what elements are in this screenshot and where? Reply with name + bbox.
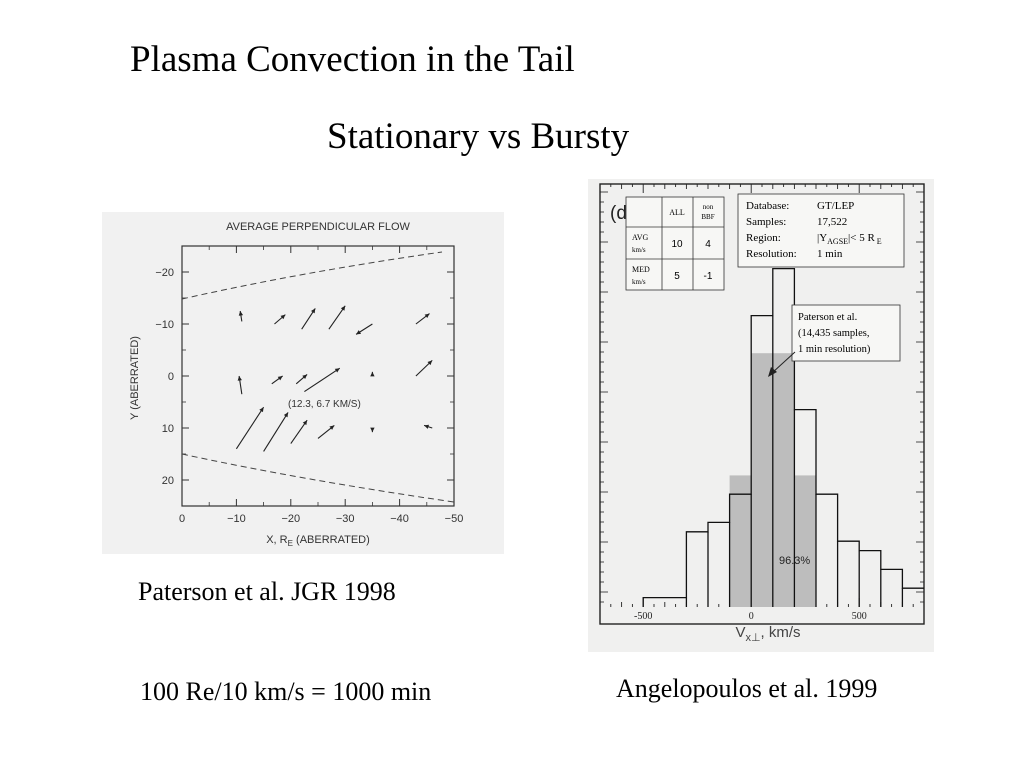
info-box-frame [737,193,905,268]
flow-y-tick-label: 10 [162,423,174,435]
callout-arrow-line [771,351,796,374]
flow-chart-svg: AVERAGE PERPENDICULAR FLOW 0 −10 −20 −30 −40… [129,221,463,548]
paterson-bar [751,353,773,607]
flow-arrow [304,367,341,393]
callout-frame [791,304,901,362]
flow-x-tick-label: −10 [227,513,246,525]
flow-y-tick-label: −20 [155,267,174,279]
info-key-database: Database: [746,200,789,212]
flow-arrow-head [334,368,340,373]
flow-x-tick-label: −50 [445,513,464,525]
info-key-region: Region: [746,232,781,244]
callout-line-3: 1 min resolution) [798,344,871,355]
histogram-svg: (d) ALL non BBF AVG km/s 10 4 MED km/s 5… [599,183,925,644]
flow-arrow-head [329,425,335,430]
flow-y-tick-label: −10 [155,319,174,331]
flow-arrow-head [259,407,264,413]
stat-med-nonbbf: -1 [704,271,713,282]
flow-x-tick-label: −20 [281,513,300,525]
stat-row-med: MED [632,265,650,274]
flow-arrow [290,419,308,444]
flow-arrow-head [277,376,283,381]
slide-subtitle: Stationary vs Bursty [327,116,630,157]
flow-arrow [328,305,346,330]
flow-ylabel: Y (ABERRATED) [129,336,141,420]
info-key-samples: Samples: [746,216,786,228]
stat-med-all: 5 [674,271,680,282]
flow-arrow-head [238,311,244,316]
flow-y-tick-label: 0 [168,371,174,383]
caption-right: Angelopoulos et al. 1999 [616,674,878,703]
stat-col-nonbbf: non [703,203,714,211]
callout-arrow-head [768,367,777,377]
flow-tick-labels: 0 −10 −20 −30 −40 −50 −20 −10 0 10 20 [155,267,463,525]
flow-arrow-head [302,420,308,426]
flow-arrow-head [424,313,430,319]
hist-x-tick-label: -500 [634,611,652,622]
flow-arrows [235,305,433,452]
average-perpendicular-flow-figure: AVERAGE PERPENDICULAR FLOW 0 −10 −20 −30 −40… [102,212,504,554]
flow-arrow-head [370,371,375,377]
histogram-xlabel: Vx⊥, km/s [735,624,800,644]
percent-label: 96.3% [779,555,810,567]
paterson-bar [772,353,795,607]
flow-arrow [263,412,289,452]
flow-chart-title: AVERAGE PERPENDICULAR FLOW [226,221,410,233]
info-val-samples: 17,522 [817,216,847,228]
stat-table-frame [625,196,725,291]
callout-line-2: (14,435 samples, [798,328,869,339]
info-box: Database: GT/LEP Samples: 17,522 Region:… [737,193,905,268]
stat-row-med-unit: km/s [632,278,646,286]
stat-avg-all: 10 [671,239,683,250]
flow-arrow-head [427,360,433,366]
info-val-region: |YAGSE|< 5 R E [817,232,882,246]
hist-x-tick-label: 0 [749,611,754,622]
flow-arrow-head [283,412,289,418]
paterson-callout: Paterson et al. (14,435 samples, 1 min r… [768,304,901,377]
paterson-bar [794,475,816,607]
upper-boundary-dashed [181,251,443,300]
slide-title: Plasma Convection in the Tail [130,39,575,80]
histogram-bars [642,267,924,607]
histogram-tick-labels: -500 0 500 [634,611,867,622]
lower-boundary-dashed [181,453,455,503]
stat-row-avg-unit: km/s [632,246,646,254]
stat-col-nonbbf-2: BBF [701,213,714,221]
paterson-bar [729,475,752,607]
info-val-resolution: 1 min [817,248,843,260]
flow-arrow-head [310,308,316,314]
stat-avg-nonbbf: 4 [705,239,711,250]
stat-table: ALL non BBF AVG km/s 10 4 MED km/s 5 -1 [625,196,725,291]
flow-arrow-head [302,374,308,380]
flow-ticks [181,245,455,507]
flow-arrow [235,406,265,450]
flow-x-tick-label: −30 [336,513,355,525]
stat-col-all: ALL [669,208,685,217]
flow-x-tick-label: −40 [390,513,409,525]
equation-note: 100 Re/10 km/s = 1000 min [140,677,432,706]
info-val-database: GT/LEP [817,200,854,212]
flow-arrow-head [340,305,346,311]
stat-row-avg: AVG [632,233,649,242]
flow-arrow-head [424,424,430,429]
info-key-resolution: Resolution: [746,248,797,260]
flow-y-tick-label: 20 [162,475,174,487]
hist-x-tick-label: 500 [852,611,867,622]
flow-arrow-head [237,376,242,381]
flow-arrow-head [356,330,362,335]
callout-line-1: Paterson et al. [798,312,857,323]
caption-left: Paterson et al. JGR 1998 [138,577,396,606]
velocity-histogram-figure: (d) ALL non BBF AVG km/s 10 4 MED km/s 5… [588,179,934,652]
flow-x-tick-label: 0 [179,513,185,525]
flow-arrow-head [280,314,286,320]
flow-annotation: (12.3, 6.7 KM/S) [288,399,361,410]
flow-plot-frame [181,245,455,507]
flow-xlabel: X, RE (ABERRATED) [266,534,370,548]
flow-arrow-head [370,427,375,433]
